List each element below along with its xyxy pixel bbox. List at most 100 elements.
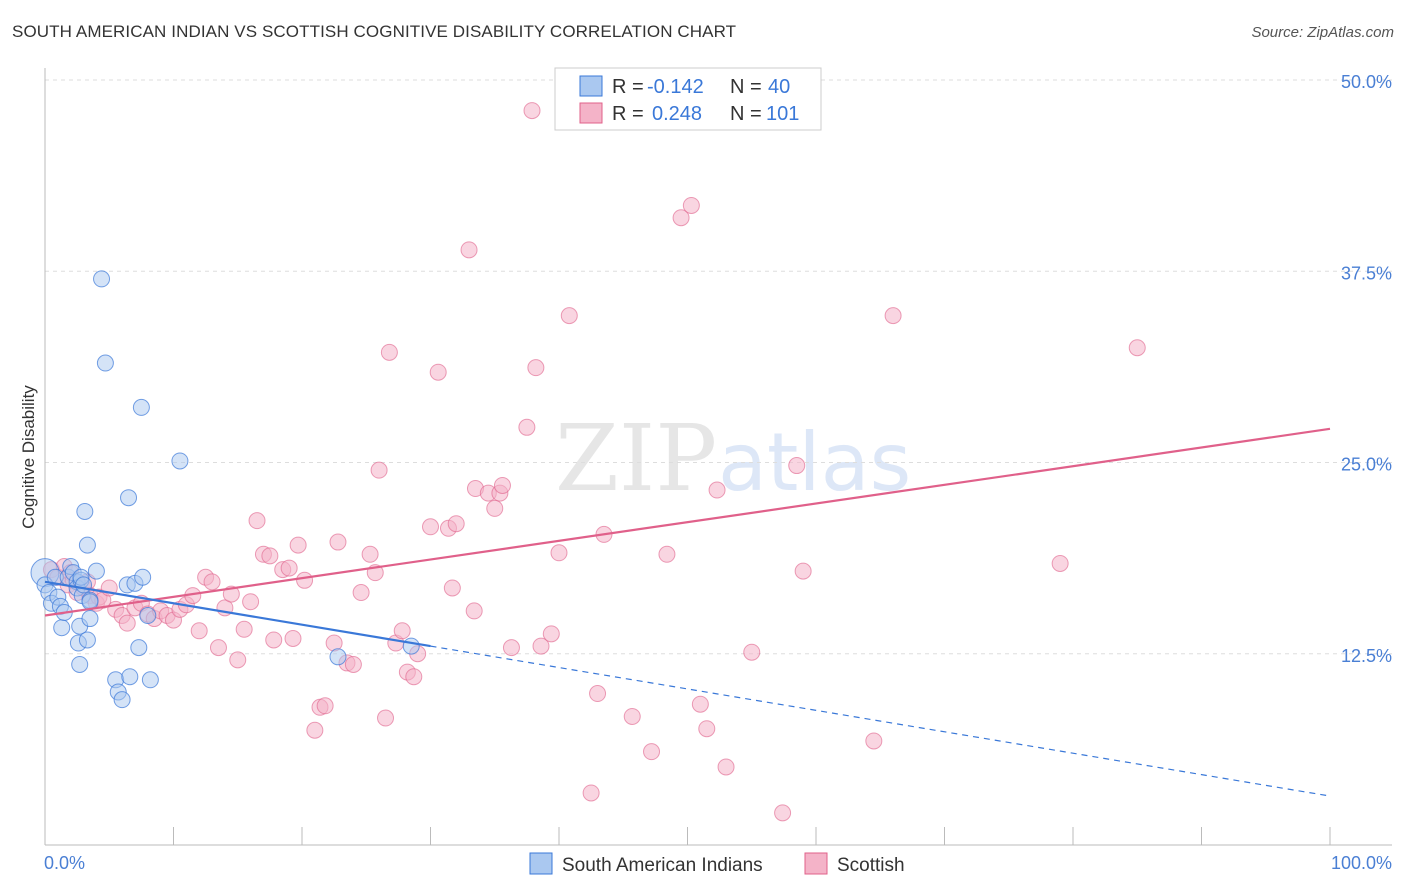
scottish-point: [774, 804, 792, 822]
ticks: 12.5% 25.0% 37.5% 50.0% 0.0% 100.0%: [44, 72, 1392, 873]
scottish-point: [377, 709, 395, 727]
scottish-point: [708, 481, 726, 499]
y-tick-label: 37.5%: [1341, 263, 1392, 283]
south-american-indian-point: [402, 637, 420, 655]
y-axis-label: Cognitive Disability: [19, 385, 38, 529]
grid: [45, 79, 1392, 655]
south-american-indian-trend-extension: [430, 645, 1331, 797]
scottish-point: [344, 655, 362, 673]
scottish-points: [42, 102, 1146, 822]
south-american-indian-point: [75, 576, 93, 594]
legend-r-value-2: 0.248: [652, 103, 702, 125]
y-tick-label: 50.0%: [1341, 72, 1392, 92]
scottish-point: [794, 562, 812, 580]
south-american-indian-point: [76, 502, 94, 520]
trend-lines: [44, 427, 1331, 797]
scottish-point: [523, 102, 541, 120]
south-american-indian-point: [120, 489, 138, 507]
watermark-zip: ZIP: [555, 405, 717, 512]
south-american-indian-point: [87, 562, 105, 580]
scottish-point: [203, 573, 221, 591]
legend-swatch-blue: [579, 75, 603, 97]
scottish-point: [486, 499, 504, 517]
south-american-indian-point: [93, 270, 111, 288]
south-american-indian-point: [141, 671, 159, 689]
scottish-point: [209, 639, 227, 657]
south-american-indian-point: [134, 568, 152, 586]
scottish-point: [1051, 554, 1069, 572]
scottish-point: [884, 307, 902, 325]
bottom-legend-swatch-pink: [804, 852, 828, 875]
scottish-point: [235, 620, 253, 638]
south-american-indian-points: [30, 270, 420, 709]
y-tick-label: 12.5%: [1341, 646, 1392, 666]
south-american-indian-point: [130, 639, 148, 657]
south-american-indian-point: [53, 619, 71, 637]
legend-n-label-1: N =: [730, 76, 762, 98]
scottish-point: [589, 685, 607, 703]
scottish-point: [405, 668, 423, 686]
scottish-point: [316, 697, 334, 715]
scottish-point: [261, 547, 279, 565]
bottom-legend-swatch-blue: [529, 852, 553, 875]
south-american-indian-point: [329, 648, 347, 666]
chart-title: SOUTH AMERICAN INDIAN VS SCOTTISH COGNIT…: [12, 22, 737, 41]
south-american-indian-point: [121, 668, 139, 686]
scottish-point: [582, 784, 600, 802]
scottish-point: [306, 721, 324, 739]
scottish-point: [518, 418, 536, 436]
scottish-point: [743, 643, 761, 661]
scottish-point: [682, 196, 700, 214]
scottish-point: [493, 476, 511, 494]
scottish-point: [118, 614, 136, 632]
scottish-point: [465, 602, 483, 620]
scottish-point: [717, 758, 735, 776]
scottish-point: [393, 622, 411, 640]
legend-r-label-1: R =: [612, 76, 644, 98]
south-american-indian-point: [171, 452, 189, 470]
scottish-point: [447, 515, 465, 533]
legend-n-value-1: 40: [768, 76, 790, 98]
scottish-point: [1128, 339, 1146, 357]
scottish-point: [370, 461, 388, 479]
south-american-indian-point: [81, 610, 99, 628]
scottish-point: [248, 512, 266, 530]
south-american-indian-point: [113, 691, 131, 709]
legend-swatch-pink: [579, 102, 603, 124]
scottish-point: [443, 579, 461, 597]
scottish-point: [352, 584, 370, 602]
scottish-point: [672, 209, 690, 227]
south-american-indian-point: [71, 655, 89, 673]
scottish-point: [691, 695, 709, 713]
scottish-point: [532, 637, 550, 655]
south-american-indian-point: [132, 398, 150, 416]
watermark: ZIP atlas: [555, 405, 911, 512]
scottish-point: [527, 359, 545, 377]
south-american-indian-trend-line: [44, 580, 431, 648]
scottish-point: [422, 518, 439, 536]
scottish-point: [502, 639, 520, 657]
legend-n-value-2: 101: [766, 103, 799, 125]
south-american-indian-point: [96, 354, 114, 372]
scottish-point: [280, 559, 298, 577]
south-american-indian-point: [139, 607, 157, 624]
scottish-point: [698, 720, 716, 738]
scottish-point: [542, 625, 560, 643]
scottish-point: [289, 536, 307, 554]
x-tick-label: 100.0%: [1331, 853, 1392, 873]
scottish-point: [865, 732, 883, 750]
scottish-point: [361, 545, 379, 563]
legend-r-value-1: -0.142: [647, 76, 704, 98]
south-american-indian-point: [78, 536, 96, 554]
scottish-point: [190, 622, 208, 640]
bottom-legend-label-blue: South American Indians: [562, 855, 763, 876]
bottom-legend-label-pink: Scottish: [837, 855, 905, 876]
scottish-point: [242, 593, 260, 611]
top-legend: R = -0.142 N = 40 R = 0.248 N = 101: [554, 67, 822, 131]
scottish-point: [296, 571, 314, 589]
y-tick-label: 25.0%: [1341, 455, 1392, 475]
scottish-point: [788, 457, 806, 475]
scottish-point: [329, 533, 347, 551]
chart-source: Source: ZipAtlas.com: [1251, 24, 1394, 41]
